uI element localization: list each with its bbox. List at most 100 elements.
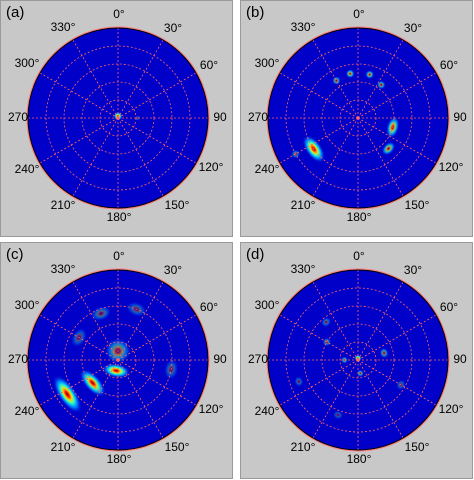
grid-spoke <box>312 39 359 119</box>
plot-border <box>27 27 209 209</box>
angle-label-210: 210° <box>290 198 316 212</box>
angle-label-300: 300° <box>14 56 40 70</box>
plot-border <box>267 269 449 451</box>
intensity-spot <box>52 374 82 414</box>
outer-rim <box>26 26 210 210</box>
angle-label-270: 270 <box>7 352 29 366</box>
angle-label-30: 30° <box>163 21 183 35</box>
panel-label-b: (b) <box>246 4 265 21</box>
grid-spoke <box>117 72 197 119</box>
grid-spoke <box>117 117 197 164</box>
angle-label-210: 210° <box>50 198 76 212</box>
angle-label-0: 0° <box>113 7 125 21</box>
grid-spoke <box>312 359 359 439</box>
plot-border <box>267 27 449 209</box>
angle-label-240: 240° <box>254 404 280 418</box>
angle-label-0: 0° <box>113 249 125 263</box>
grid-spoke <box>357 39 404 119</box>
angle-label-330: 330° <box>290 262 316 276</box>
grid-spoke <box>39 314 119 361</box>
panel-b: (b) 0° 30° 60° 90 120° 150° 180° 210° 24… <box>240 0 473 237</box>
angle-label-180: 180° <box>346 452 372 466</box>
outer-rim <box>266 268 450 452</box>
grid-spoke <box>39 72 119 119</box>
intensity-spot <box>101 363 131 379</box>
angle-label-330: 330° <box>50 262 76 276</box>
angle-label-60: 60° <box>199 300 219 314</box>
angle-label-210: 210° <box>50 440 76 454</box>
panel-label-a: (a) <box>6 4 25 21</box>
angle-label-240: 240° <box>14 162 40 176</box>
angle-label-300: 300° <box>14 298 40 312</box>
angle-label-270: 270 <box>247 110 269 124</box>
grid-spoke <box>357 281 404 361</box>
angle-label-330: 330° <box>290 20 316 34</box>
angle-label-120: 120° <box>438 402 464 416</box>
panel-c: (c) 0° 30° 60° 90 120° 150° 180° 210° 24… <box>0 242 233 479</box>
intensity-spot <box>356 369 364 377</box>
angle-label-0: 0° <box>353 7 365 21</box>
angle-label-60: 60° <box>199 58 219 72</box>
grid-spoke <box>357 359 437 406</box>
angle-label-30: 30° <box>163 263 183 277</box>
angle-label-90: 90 <box>213 352 227 366</box>
angle-label-300: 300° <box>254 56 280 70</box>
intensity-spot <box>381 141 396 156</box>
angle-label-30: 30° <box>403 21 423 35</box>
angle-label-150: 150° <box>164 198 190 212</box>
grid-spoke <box>357 117 404 197</box>
polar-plot-d <box>266 268 450 452</box>
angle-label-90: 90 <box>453 110 467 124</box>
intensity-spot <box>135 115 141 121</box>
angle-label-180: 180° <box>346 210 372 224</box>
grid-spoke <box>117 117 164 197</box>
grid-spoke <box>72 39 119 119</box>
grid-spoke <box>117 359 197 406</box>
grid-spoke <box>72 281 119 361</box>
panel-label-d: (d) <box>246 246 265 263</box>
angle-label-180: 180° <box>106 452 132 466</box>
angle-label-270: 270 <box>7 110 29 124</box>
grid-spoke <box>357 117 437 164</box>
intensity-spot <box>365 70 375 80</box>
polar-plot-a <box>26 26 210 210</box>
grid-spoke <box>279 359 359 406</box>
grid-spoke <box>312 117 359 197</box>
angle-label-120: 120° <box>438 160 464 174</box>
grid-spoke <box>117 39 164 119</box>
angle-label-90: 90 <box>453 352 467 366</box>
grid-spoke <box>72 359 119 439</box>
grid-spoke <box>117 314 197 361</box>
angle-label-210: 210° <box>290 440 316 454</box>
plot-border <box>27 269 209 451</box>
angle-label-90: 90 <box>213 110 227 124</box>
grid-spoke <box>312 281 359 361</box>
outer-rim <box>26 268 210 452</box>
grid-spoke <box>279 117 359 164</box>
grid-spoke <box>357 314 437 361</box>
angle-label-180: 180° <box>106 210 132 224</box>
panel-a: (a) 0° 30° 60° 90 120° 150° 180° 210° 24… <box>0 0 233 237</box>
intensity-spot <box>294 376 304 387</box>
angle-label-120: 120° <box>198 402 224 416</box>
angle-label-240: 240° <box>14 404 40 418</box>
intensity-spot <box>376 80 386 90</box>
grid-spoke <box>117 281 164 361</box>
angle-label-0: 0° <box>353 249 365 263</box>
intensity-spot <box>321 317 332 327</box>
grid-spoke <box>39 359 119 406</box>
intensity-spot <box>331 76 341 86</box>
grid-spoke <box>357 72 437 119</box>
angle-label-330: 330° <box>50 20 76 34</box>
intensity-spot <box>379 347 389 359</box>
panel-d: (d) 0° 30° 60° 90 120° 150° 180° 210° 24… <box>240 242 473 479</box>
angle-label-150: 150° <box>404 440 430 454</box>
angle-label-240: 240° <box>254 162 280 176</box>
angle-label-270: 270 <box>247 352 269 366</box>
grid-spoke <box>357 359 404 439</box>
polar-plot-c <box>26 268 210 452</box>
angle-label-150: 150° <box>164 440 190 454</box>
intensity-spot <box>332 410 344 420</box>
outer-rim <box>266 26 450 210</box>
grid-spoke <box>279 314 359 361</box>
